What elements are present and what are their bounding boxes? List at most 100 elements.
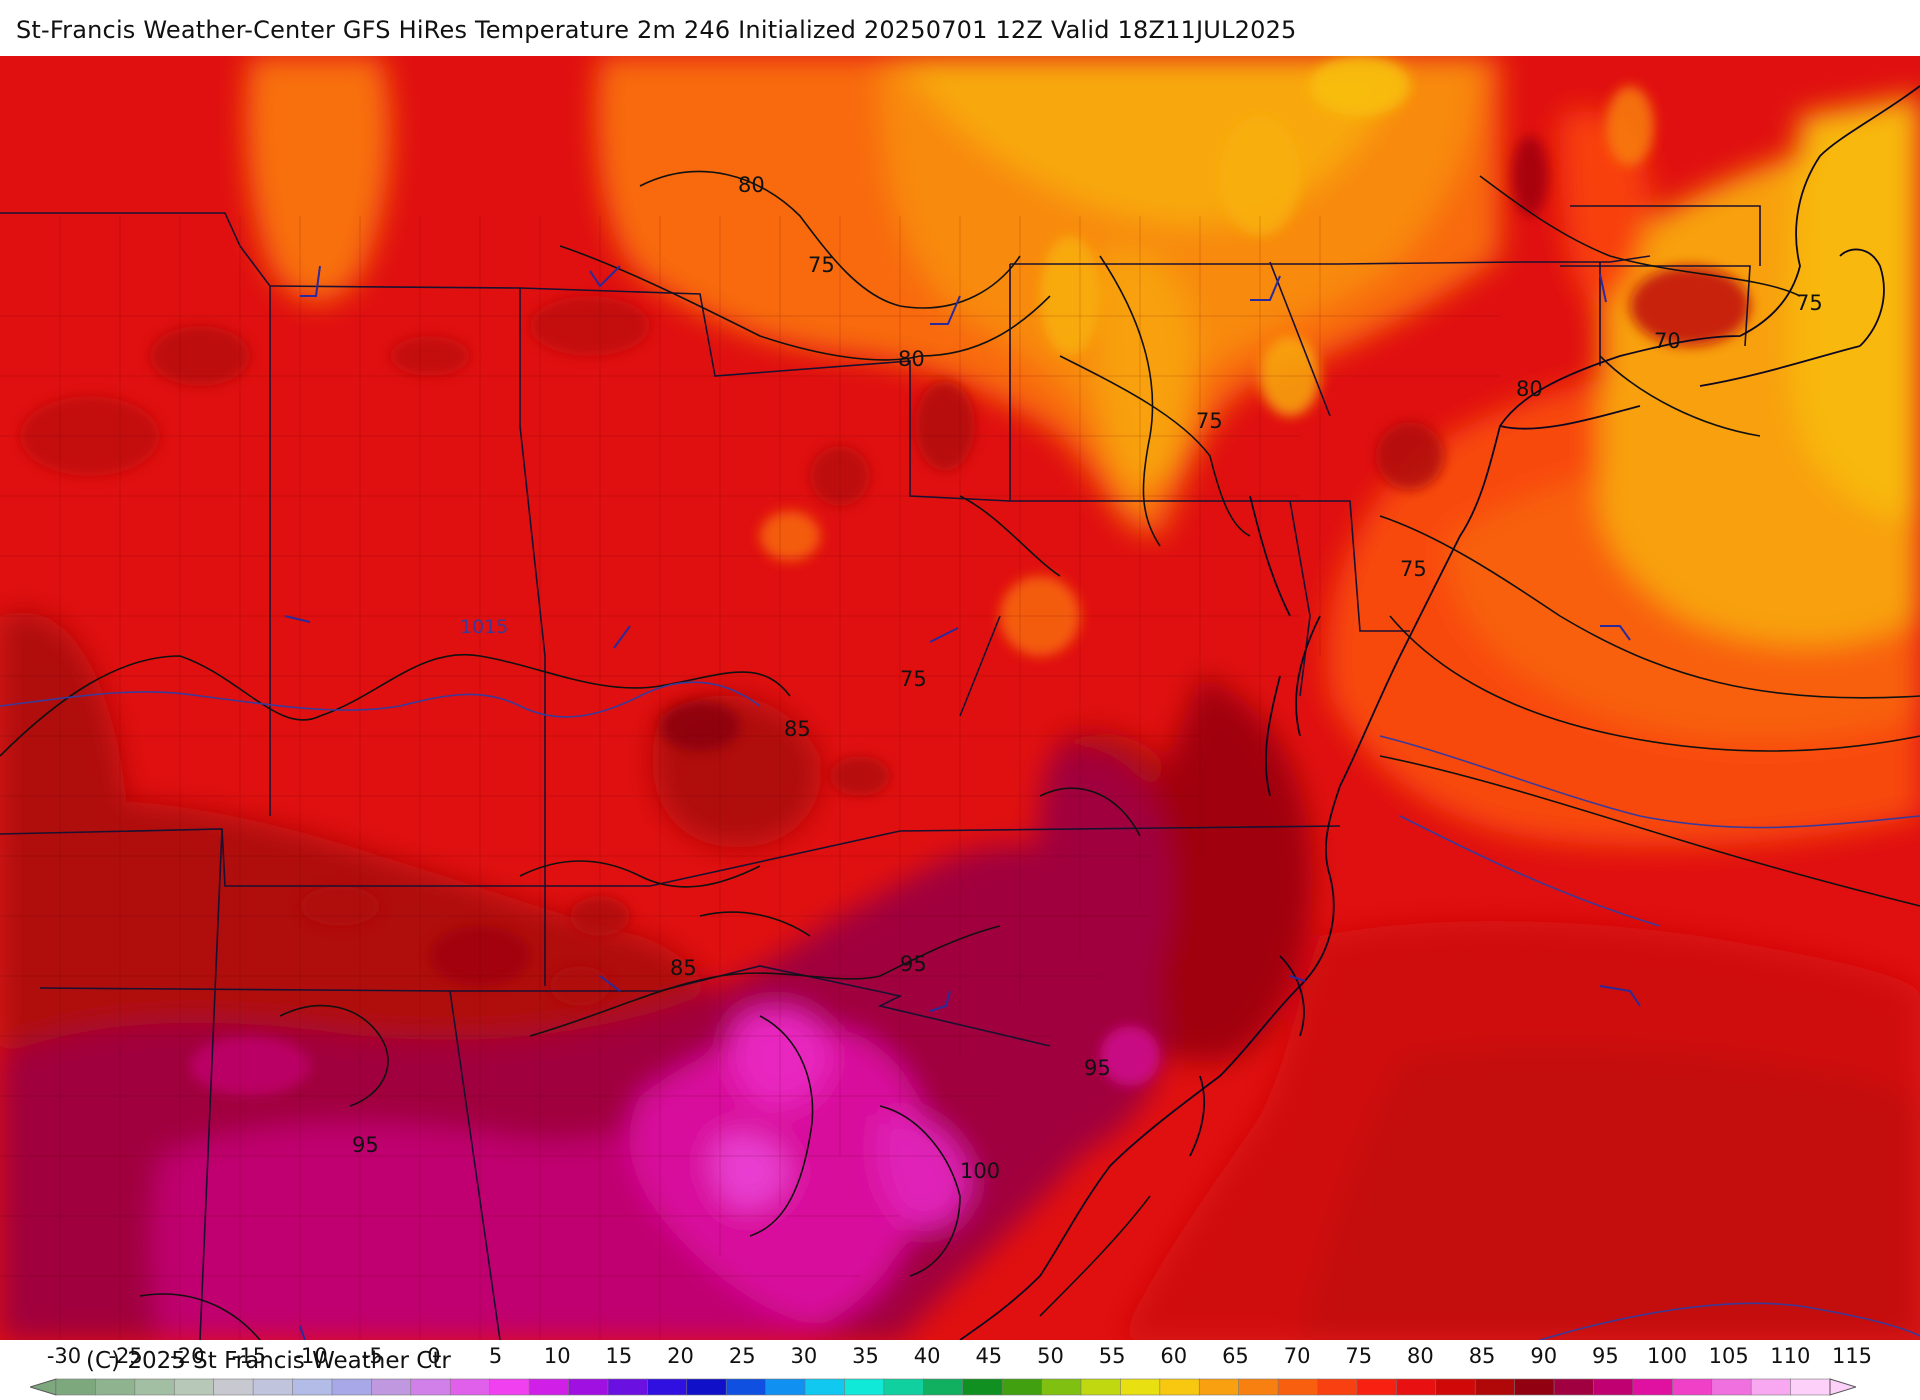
colorbar-swatch [1080, 1378, 1122, 1396]
legend-tick-label: 45 [975, 1344, 1003, 1368]
title-bar: St-Francis Weather-Center GFS HiRes Temp… [0, 0, 1920, 56]
legend-tick-label: 85 [1468, 1344, 1496, 1368]
colorbar-swatch [331, 1378, 373, 1396]
colorbar-swatch [213, 1378, 254, 1396]
colorbar-swatch [1396, 1378, 1437, 1396]
colorbar-swatch [134, 1378, 176, 1396]
map-title: St-Francis Weather-Center GFS HiRes Temp… [16, 16, 1297, 44]
colorbar-left-arrow [30, 1378, 57, 1396]
legend-tick-label: 110 [1770, 1344, 1811, 1368]
isobar-label: 1015 [460, 616, 508, 638]
contour-label: 95 [1084, 1056, 1111, 1080]
colorbar-swatch [252, 1378, 294, 1396]
legend-tick-label: 75 [1345, 1344, 1373, 1368]
contour-label: 70 [1654, 329, 1681, 353]
coastline [959, 85, 1920, 1340]
contour-label: 75 [1196, 409, 1223, 433]
colorbar-swatch [844, 1378, 885, 1396]
legend-tick-label: 0 [427, 1344, 441, 1368]
colorbar-swatch [1593, 1378, 1634, 1396]
legend-tick-label: 65 [1222, 1344, 1249, 1368]
temperature-contours [0, 170, 1920, 1340]
colorbar-swatch [528, 1378, 570, 1396]
contour-label: 80 [1516, 377, 1543, 401]
colorbar-swatch [1317, 1378, 1358, 1396]
colorbar-swatch [607, 1378, 649, 1396]
legend-tick-label: 60 [1160, 1344, 1188, 1368]
legend-tick-labels: -30 -25 -20 -15 -10 -5 0 5 10 15 20 25 30 35 40 45 50 55 6… [0, 1344, 1920, 1370]
wind-barbs [284, 265, 1641, 1340]
colorbar-swatch [1514, 1378, 1555, 1396]
colorbar-swatch [962, 1378, 1003, 1396]
contour-label: 85 [670, 956, 697, 980]
colorbar-swatch [1001, 1378, 1043, 1396]
contour-labels: 80 75 80 75 75 70 80 75 75 85 85 95 95 9… [352, 173, 1823, 1183]
contour-label: 75 [1796, 291, 1823, 315]
colorbar-swatch [1632, 1378, 1674, 1396]
colorbar-swatch [765, 1378, 806, 1396]
legend-tick-label: -5 [361, 1344, 383, 1368]
temperature-shading [0, 56, 1920, 1340]
colorbar-swatch [1750, 1378, 1792, 1396]
legend-tick-label: 115 [1831, 1344, 1873, 1368]
legend-tick-label: -15 [231, 1344, 267, 1368]
contour-label: 95 [900, 952, 927, 976]
colorbar-swatch [1041, 1378, 1082, 1396]
colorbar-swatch [371, 1378, 412, 1396]
legend-tick-label: -30 [46, 1344, 82, 1368]
contour-label: 75 [808, 253, 835, 277]
color-legend: -30 -25 -20 -15 -10 -5 0 5 10 15 20 25 30 35 40 45 50 55 6… [0, 1340, 1920, 1400]
colorbar-swatch [1356, 1378, 1398, 1396]
county-lines [0, 216, 1500, 1340]
legend-tick-label: 105 [1708, 1344, 1749, 1368]
colorbar-swatch [1120, 1378, 1161, 1396]
colorbar-swatch [686, 1378, 727, 1396]
legend-tick-label: -10 [293, 1344, 328, 1368]
legend-tick-label: 5 [488, 1344, 503, 1368]
colorbar-swatch [1277, 1378, 1319, 1396]
contour-label: 85 [784, 717, 811, 741]
legend-tick-label: 15 [605, 1344, 633, 1368]
colorbar-swatch [568, 1378, 609, 1396]
legend-tick-label: 20 [667, 1344, 694, 1368]
contour-label: 75 [900, 667, 927, 691]
colorbar-swatch [804, 1378, 846, 1396]
legend-tick-label: 10 [543, 1344, 571, 1368]
legend-tick-label: 100 [1646, 1344, 1688, 1368]
legend-tick-label: -20 [170, 1344, 205, 1368]
colorbar-swatch [55, 1378, 97, 1396]
colorbar-swatch [647, 1378, 688, 1396]
mottling [20, 56, 1750, 1096]
colorbar-swatch [1711, 1378, 1752, 1396]
legend-tick-label: 70 [1283, 1344, 1311, 1368]
colorbar-swatch [922, 1378, 964, 1396]
colorbar-swatch [1238, 1378, 1279, 1396]
contour-label: 95 [352, 1133, 379, 1157]
colorbar-swatch [1435, 1378, 1477, 1396]
colorbar [30, 1378, 1856, 1396]
colorbar-swatch [725, 1378, 767, 1396]
colorbar-swatch [1553, 1378, 1595, 1396]
legend-tick-label: 25 [728, 1344, 756, 1368]
legend-tick-label: -25 [108, 1344, 143, 1368]
legend-tick-label: 55 [1098, 1344, 1126, 1368]
contour-label: 100 [960, 1159, 1000, 1183]
isobars [0, 681, 1920, 1340]
colorbar-swatch [489, 1378, 530, 1396]
colorbar-right-arrow [1829, 1378, 1856, 1396]
colorbar-swatch [1159, 1378, 1201, 1396]
colorbar-swatch [292, 1378, 333, 1396]
colorbar-swatch [95, 1378, 136, 1396]
colorbar-swatch [883, 1378, 925, 1396]
map-svg: 80 75 80 75 75 70 80 75 75 85 85 95 95 9… [0, 56, 1920, 1340]
temperature-map: 80 75 80 75 75 70 80 75 75 85 85 95 95 9… [0, 56, 1920, 1340]
legend-tick-label: 30 [790, 1344, 818, 1368]
colorbar-swatch [1474, 1378, 1516, 1396]
contour-label: 80 [738, 173, 765, 197]
legend-tick-label: 50 [1037, 1344, 1064, 1368]
contour-label: 80 [898, 347, 925, 371]
legend-tick-label: 40 [913, 1344, 941, 1368]
colorbar-swatch [1790, 1378, 1831, 1396]
copyright-text: (C) 2025 St Francis Weather Ctr [86, 1348, 451, 1374]
colorbar-swatch [1672, 1378, 1713, 1396]
